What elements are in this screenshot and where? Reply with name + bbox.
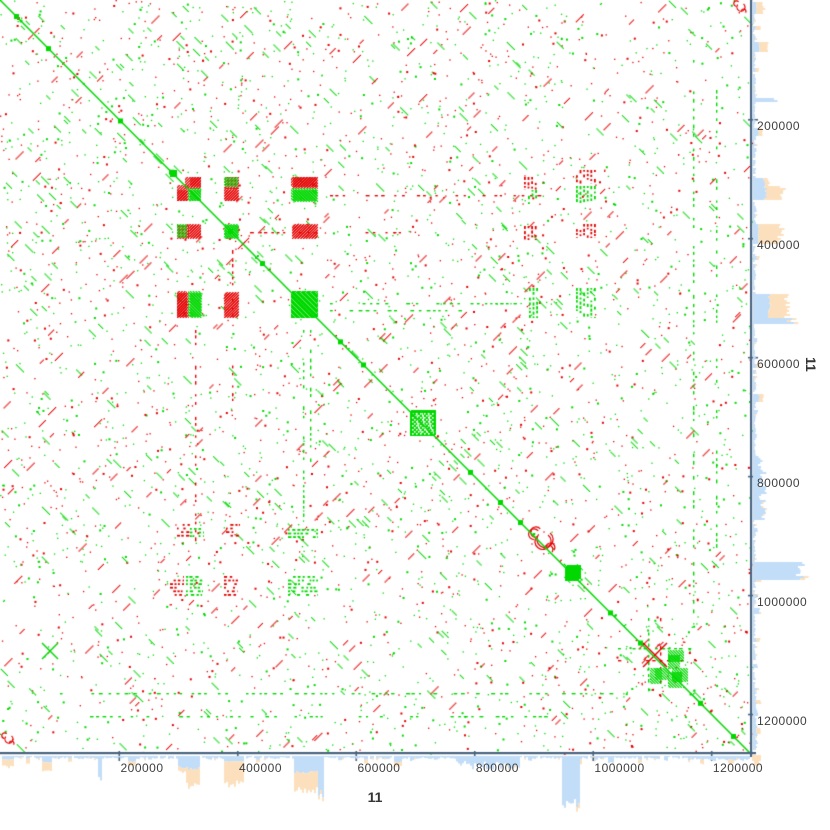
dotplot-figure: 11 11 200000 400000 600000 800000 1000000 120… [0,0,830,830]
dotplot-canvas[interactable] [0,0,830,830]
